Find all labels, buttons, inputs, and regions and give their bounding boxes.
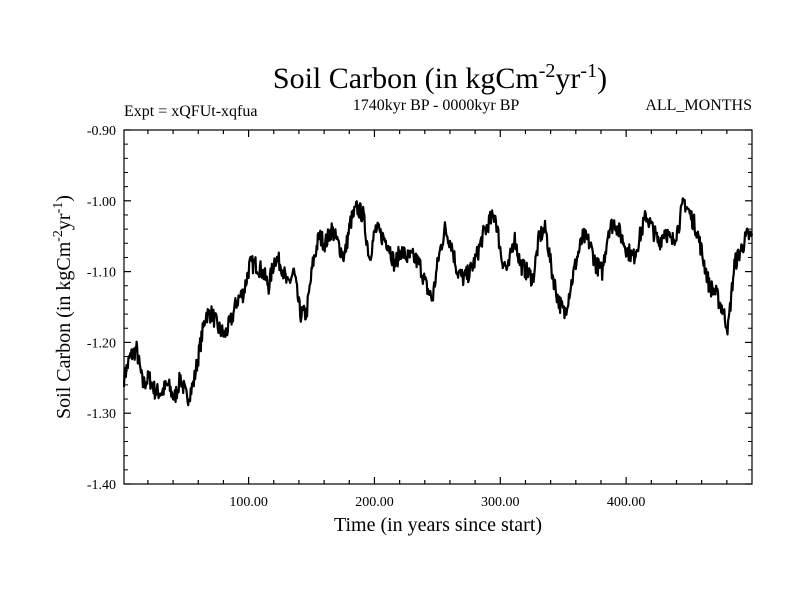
experiment-label: Expt = xQFUt-xqfua [124, 103, 257, 120]
x-tick-label: 300.00 [481, 495, 520, 510]
x-axis-label: Time (in years since start) [334, 514, 542, 536]
months-label: ALL_MONTHS [645, 97, 752, 114]
y-tick-label: -1.30 [87, 407, 116, 422]
y-tick-label: -0.90 [87, 124, 116, 139]
y-tick-label: -1.40 [87, 478, 116, 493]
y-axis: -1.40 -1.30 -1.20 -1.10 -1.00 -0.90 [87, 124, 752, 493]
x-axis: 100.00 200.00 300.00 400.00 [147, 130, 728, 510]
plot-frame [123, 129, 753, 485]
x-tick-label: 200.00 [355, 495, 394, 510]
x-tick-label: 100.00 [229, 495, 268, 510]
time-range-label: 1740kyr BP - 0000kyr BP [353, 97, 520, 114]
series-line-soil-carbon [122, 197, 754, 407]
x-tick-label: 400.00 [607, 495, 646, 510]
y-tick-label: -1.20 [87, 336, 116, 351]
y-axis-label: Soil Carbon (in kgCm-2yr-1) [51, 195, 75, 419]
y-tick-label: -1.00 [87, 195, 116, 210]
chart-title: Soil Carbon (in kgCm-2yr-1) [273, 60, 607, 95]
y-tick-label: -1.10 [87, 266, 116, 281]
